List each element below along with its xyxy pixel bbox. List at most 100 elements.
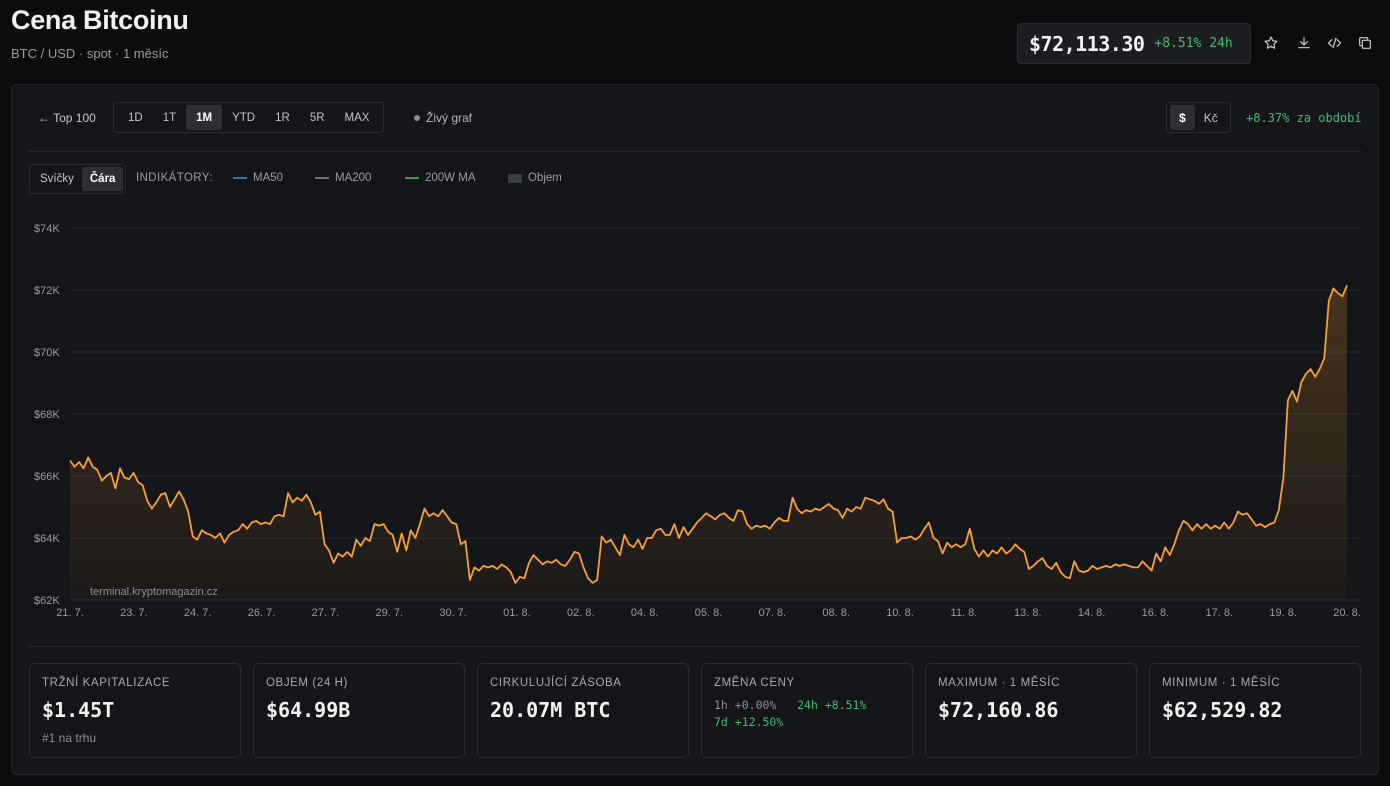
chg-7d-label: 7d — [714, 715, 728, 729]
indicator-volume-toggle[interactable]: Objem — [508, 172, 562, 184]
price-change-24h: +8.51% 24h — [1154, 36, 1233, 51]
range-max-button[interactable]: MAX — [344, 111, 370, 124]
price-change-rows: 1h +0.00% 24h +8.51% 7d +12.50% — [714, 697, 900, 731]
indicator-volume-label: Objem — [528, 172, 562, 184]
x-tick-label: 13. 8. — [1014, 607, 1042, 619]
stat-price-change: ZMĚNA CENY 1h +0.00% 24h +8.51% 7d +12.5… — [701, 663, 913, 758]
current-price: $72,113.30 — [1029, 31, 1145, 56]
indicator-ma50-label: MA50 — [253, 172, 284, 184]
stat-circulating-supply: CIRKULUJÍCÍ ZÁSOBA 20.07M BTC — [477, 663, 689, 758]
range-ytd-button[interactable]: YTD — [232, 111, 256, 124]
x-tick-label: 30. 7. — [439, 607, 467, 619]
stat-label: TRŽNÍ KAPITALIZACE — [42, 677, 171, 689]
chart-panel: ← Top 100 1D 1T 1M YTD 1R 5R MAX Živý gr… — [11, 84, 1379, 775]
chg-24h-value: +8.51% — [824, 698, 867, 712]
x-tick-label: 16. 8. — [1142, 607, 1170, 619]
price-line — [69, 285, 1348, 584]
stat-volume-24h: OBJEM (24 H) $64.99B — [253, 663, 465, 758]
range-1d-button[interactable]: 1D — [128, 111, 143, 124]
stat-value: $72,160.86 — [938, 698, 1059, 722]
x-tick-label: 17. 8. — [1206, 607, 1234, 619]
y-tick-label: $68K — [34, 409, 60, 421]
price-box: $72,113.30 +8.51% 24h — [1017, 23, 1251, 64]
x-tick-label: 10. 8. — [886, 607, 914, 619]
live-chart-label: Živý graf — [426, 111, 473, 125]
download-icon[interactable] — [1294, 33, 1314, 53]
x-tick-label: 27. 7. — [312, 607, 340, 619]
chart-type-line-button[interactable]: Čára — [81, 167, 124, 191]
indicator-200w-ma-toggle[interactable]: 200W MA — [405, 172, 476, 184]
stat-label: OBJEM (24 H) — [266, 677, 348, 689]
200w-ma-swatch — [405, 177, 419, 179]
range-1t-button[interactable]: 1T — [162, 111, 177, 124]
volume-swatch — [508, 173, 522, 183]
back-to-top100-link[interactable]: ← Top 100 — [38, 111, 96, 125]
indicator-ma200-toggle[interactable]: MA200 — [315, 172, 371, 184]
x-tick-label: 19. 8. — [1269, 607, 1297, 619]
indicator-200w-ma-label: 200W MA — [425, 172, 476, 184]
x-tick-label: 02. 8. — [567, 607, 595, 619]
x-tick-label: 05. 8. — [695, 607, 723, 619]
chart-watermark: terminal.kryptomagazin.cz — [90, 586, 218, 598]
range-1r-button[interactable]: 1R — [275, 111, 290, 124]
embed-code-icon[interactable] — [1324, 33, 1344, 53]
y-tick-label: $72K — [34, 285, 60, 297]
x-tick-label: 24. 7. — [184, 607, 212, 619]
x-tick-label: 14. 8. — [1078, 607, 1106, 619]
x-tick-label: 04. 8. — [631, 607, 659, 619]
chart-type-selector: Svíčky Čára — [29, 164, 127, 194]
chg-7d-value: +12.50% — [734, 715, 784, 729]
x-tick-label: 26. 7. — [248, 607, 276, 619]
range-1m-button[interactable]: 1M — [186, 105, 223, 130]
price-chart[interactable]: $62K $64K $66K $68K $70K $72K $74K 21. 7. 23. 7.… — [12, 85, 1378, 630]
currency-czk-button[interactable]: Kč — [1203, 110, 1218, 125]
stat-max-1m: MAXIMUM · 1 MĚSÍC $72,160.86 — [925, 663, 1137, 758]
x-tick-label: 01. 8. — [503, 607, 531, 619]
x-tick-label: 23. 7. — [120, 607, 148, 619]
chg-24h-label: 24h — [797, 698, 818, 712]
y-tick-label: $62K — [34, 595, 60, 607]
range-5r-button[interactable]: 5R — [309, 111, 325, 124]
stat-value: $62,529.82 — [1162, 698, 1283, 722]
x-tick-label: 07. 8. — [759, 607, 787, 619]
y-tick-label: $74K — [34, 223, 60, 235]
range-selector: 1D 1T 1M YTD 1R 5R MAX — [113, 102, 385, 133]
page-subtitle: BTC / USD · spot · 1 měsíc — [11, 46, 169, 61]
stat-value: $1.45T — [42, 698, 115, 722]
indicator-ma200-label: MA200 — [335, 172, 372, 184]
stat-value: 20.07M BTC — [490, 698, 611, 722]
x-tick-label: 08. 8. — [822, 607, 850, 619]
stat-value: $64.99B — [266, 698, 351, 722]
stat-min-1m: MINIMUM · 1 MĚSÍC $62,529.82 — [1149, 663, 1361, 758]
copy-icon[interactable] — [1355, 33, 1375, 53]
stat-note: #1 na trhu — [42, 731, 97, 745]
page-title: Cena Bitcoinu — [11, 5, 189, 35]
chart-type-candles-button[interactable]: Svíčky — [40, 173, 74, 185]
chg-1h-label: 1h — [714, 698, 728, 712]
x-tick-label: 11. 8. — [951, 607, 978, 619]
live-chart-toggle[interactable]: Živý graf — [414, 111, 472, 125]
y-tick-label: $66K — [34, 471, 60, 483]
star-icon[interactable] — [1261, 33, 1281, 53]
ma50-swatch — [233, 177, 247, 179]
indicators-label: INDIKÁTORY: — [136, 172, 213, 184]
price-area — [70, 285, 1347, 600]
currency-usd-button[interactable]: $ — [1170, 105, 1195, 130]
y-tick-label: $64K — [34, 533, 60, 545]
stat-market-cap: TRŽNÍ KAPITALIZACE $1.45T #1 na trhu — [29, 663, 241, 758]
ma200-swatch — [315, 177, 329, 179]
stat-label: MINIMUM · 1 MĚSÍC — [1162, 677, 1281, 689]
stat-label: MAXIMUM · 1 MĚSÍC — [938, 677, 1061, 689]
indicator-ma50-toggle[interactable]: MA50 — [233, 172, 283, 184]
chg-1h-value: +0.00% — [734, 698, 777, 712]
y-tick-label: $70K — [34, 347, 60, 359]
period-change: +8.37% za období — [1246, 111, 1362, 125]
stat-label: ZMĚNA CENY — [714, 677, 795, 689]
stat-label: CIRKULUJÍCÍ ZÁSOBA — [490, 677, 622, 689]
x-tick-label: 29. 7. — [375, 607, 403, 619]
toolbar-divider — [29, 151, 1362, 152]
stats-divider — [29, 646, 1362, 647]
currency-selector: $ Kč — [1166, 102, 1231, 133]
x-tick-label: 21. 7. — [56, 607, 84, 619]
live-dot-icon — [414, 115, 420, 121]
